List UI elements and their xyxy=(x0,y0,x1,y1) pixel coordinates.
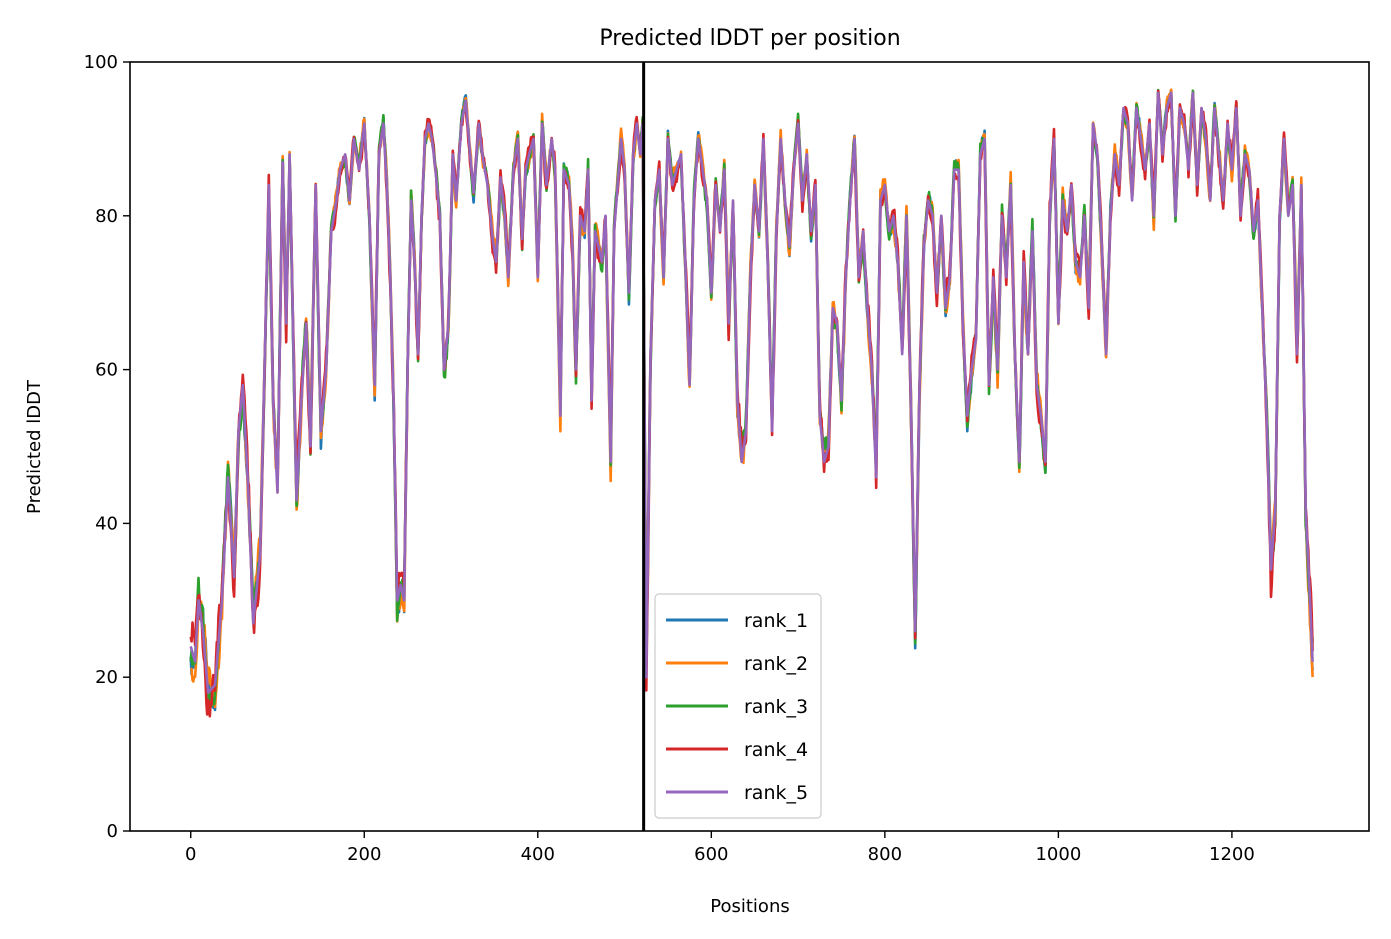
series-line-rank_5 xyxy=(189,91,1314,694)
y-tick-label: 0 xyxy=(107,821,118,842)
y-tick-label: 100 xyxy=(84,52,118,73)
y-tick-label: 60 xyxy=(95,360,118,381)
y-axis-label: Predicted lDDT xyxy=(24,379,45,514)
x-tick-label: 800 xyxy=(868,844,902,865)
x-tick-label: 600 xyxy=(694,844,728,865)
x-tick-label: 200 xyxy=(347,844,381,865)
legend-label-rank_4: rank_4 xyxy=(744,739,808,761)
y-tick-label: 40 xyxy=(95,513,118,534)
plot-area xyxy=(189,62,1314,831)
legend: rank_1 rank_2 rank_3 rank_4 rank_5 xyxy=(654,593,822,819)
x-tick-label: 0 xyxy=(185,844,196,865)
x-tick-label: 1000 xyxy=(1035,844,1081,865)
axes-frame xyxy=(129,61,1370,832)
y-tick-label: 20 xyxy=(95,667,118,688)
x-tick-label: 400 xyxy=(521,844,555,865)
legend-label-rank_5: rank_5 xyxy=(744,782,808,804)
legend-label-rank_2: rank_2 xyxy=(744,653,808,675)
legend-box xyxy=(654,593,822,819)
axes: 0 200 400 600 800 1000 1200 0 20 40 60 80 100 xyxy=(84,52,1370,865)
chart-title: Predicted lDDT per position xyxy=(599,26,900,51)
x-tick-label: 1200 xyxy=(1209,844,1255,865)
y-tick-label: 80 xyxy=(95,206,118,227)
legend-label-rank_1: rank_1 xyxy=(744,610,808,632)
x-axis-label: Positions xyxy=(710,896,789,917)
legend-label-rank_3: rank_3 xyxy=(744,696,808,718)
